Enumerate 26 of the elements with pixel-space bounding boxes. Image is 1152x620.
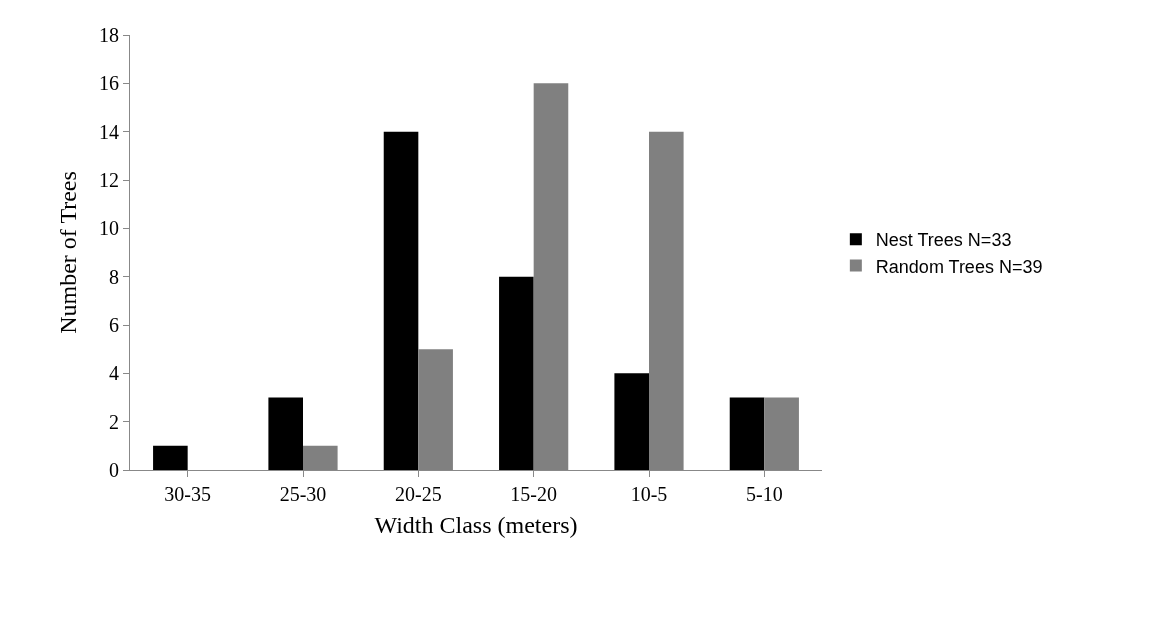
bar [499,276,534,470]
y-tick-label: 2 [109,410,119,433]
y-tick-label: 4 [109,362,119,385]
y-tick-label: 10 [99,217,119,240]
y-tick-label: 16 [99,72,119,95]
y-tick-label: 0 [109,459,119,481]
y-tick-label: 8 [109,265,119,288]
x-tick-label: 15-20 [510,483,558,505]
x-axis-title: Width Class (meters) [374,512,578,539]
bar [268,397,303,470]
bar [383,131,419,470]
x-tick-label: 20-25 [394,483,442,505]
bar [153,445,188,470]
x-tick-label: 5-10 [745,483,783,505]
x-tick-label: 25-30 [279,483,327,505]
x-tick-label: 30-35 [164,483,212,505]
x-tick-label: 10-5 [630,483,668,505]
legend-label: Nest Trees N=33 [875,230,1012,251]
y-tick-label: 6 [109,314,119,336]
y-tick-label: 14 [99,120,119,143]
bar [614,373,649,470]
legend-label: Random Trees N=39 [875,256,1043,277]
y-axis-title: Number of Trees [55,171,82,334]
bar [729,397,765,470]
y-tick-label: 18 [99,24,119,46]
y-tick-label: 12 [99,169,119,191]
